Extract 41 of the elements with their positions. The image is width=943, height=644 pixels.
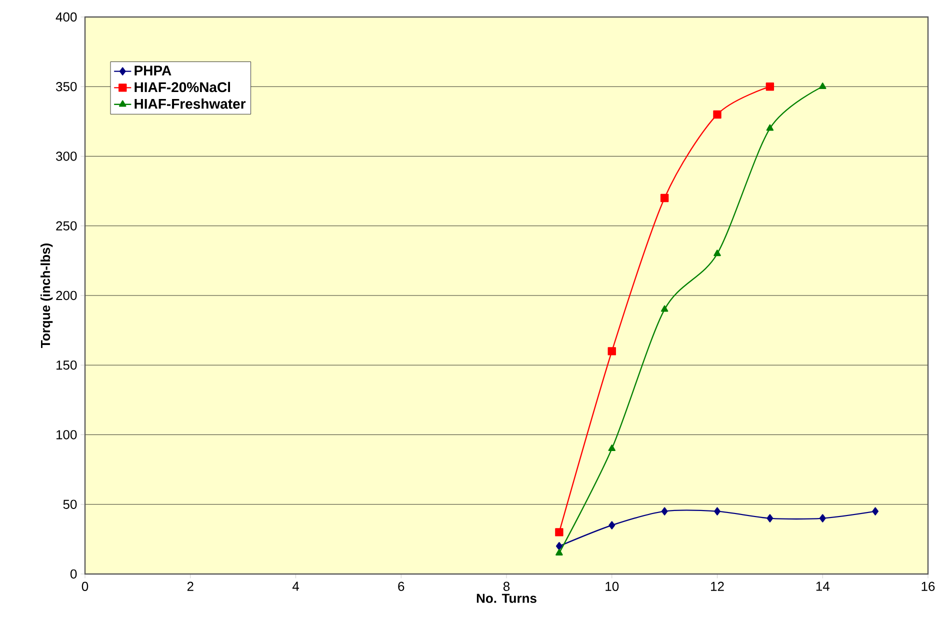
point bbox=[713, 110, 722, 119]
x-tick-label: 8 bbox=[503, 582, 510, 591]
point bbox=[556, 542, 562, 550]
x-tick-label: 2 bbox=[187, 582, 194, 591]
point bbox=[872, 507, 879, 516]
x-tick-label: 0 bbox=[82, 582, 88, 591]
x-tick-label: 14 bbox=[816, 582, 830, 591]
point bbox=[608, 444, 616, 452]
legend-label: HIAF-20%NaCl bbox=[134, 82, 230, 92]
x-tick-label: 12 bbox=[711, 582, 724, 591]
point bbox=[766, 124, 774, 131]
y-tick-label: 300 bbox=[56, 152, 77, 161]
x-tick-label: 6 bbox=[398, 582, 404, 591]
point bbox=[556, 549, 563, 556]
point bbox=[766, 82, 774, 91]
y-tick-label: 0 bbox=[70, 569, 77, 579]
y-axis-title: Torque (inch-lbs) bbox=[40, 244, 53, 348]
point bbox=[555, 528, 564, 536]
point bbox=[819, 514, 826, 522]
y-tick-label: 400 bbox=[56, 12, 77, 22]
point bbox=[661, 507, 668, 516]
legend-label: HIAF-Freshwater bbox=[134, 98, 246, 109]
x-axis-title: No. Turns bbox=[476, 594, 536, 603]
y-tick-label: 200 bbox=[56, 290, 77, 300]
point bbox=[766, 514, 774, 522]
point bbox=[608, 521, 616, 530]
y-tick-label: 250 bbox=[56, 221, 77, 230]
point bbox=[714, 250, 721, 256]
x-tick-label: 16 bbox=[922, 582, 935, 591]
point bbox=[608, 347, 616, 356]
y-tick-label: 150 bbox=[56, 360, 77, 370]
point bbox=[714, 507, 720, 516]
point bbox=[818, 82, 826, 89]
x-tick-label: 10 bbox=[606, 582, 619, 591]
point bbox=[660, 194, 669, 202]
legend-label: PHPA bbox=[134, 66, 172, 76]
y-tick-label: 50 bbox=[63, 500, 77, 509]
y-tick-label: 350 bbox=[56, 82, 77, 92]
point bbox=[660, 305, 668, 312]
y-tick-label: 100 bbox=[56, 430, 77, 440]
x-tick-label: 4 bbox=[292, 582, 299, 591]
